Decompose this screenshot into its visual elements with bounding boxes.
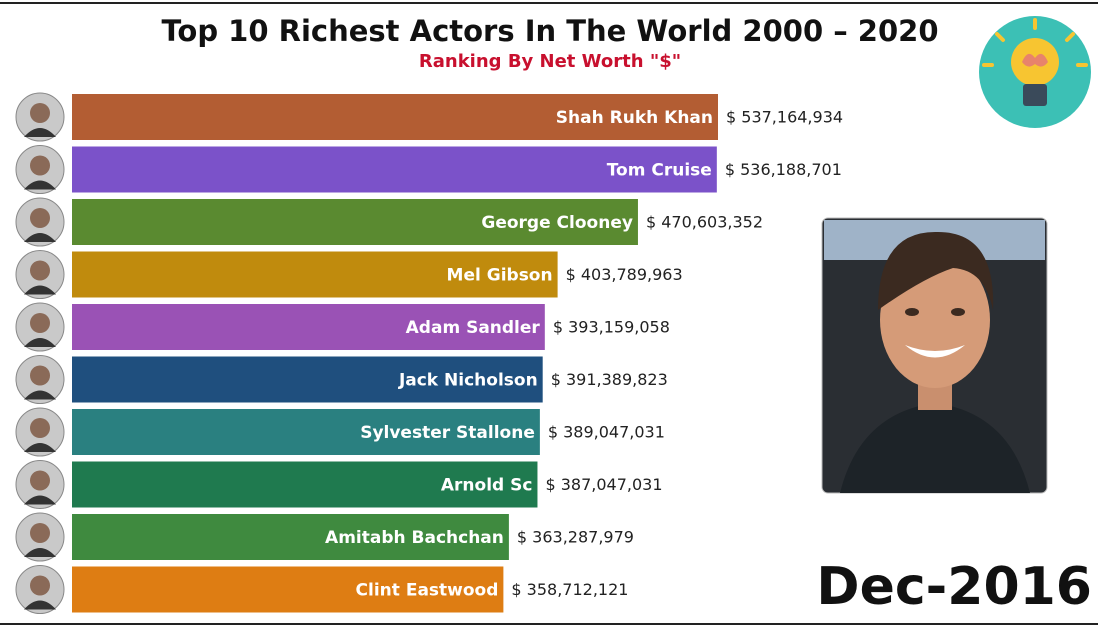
bar-name-label: Adam Sandler [406,318,541,338]
avatar-face [30,470,50,491]
value-label: $ 358,712,121 [511,580,628,599]
chart-subtitle: Ranking By Net Worth "$" [419,51,681,72]
bar [72,146,717,193]
value-label: $ 403,789,963 [566,265,683,284]
avatar-body [24,548,56,557]
bar-name-label: Amitabh Bachchan [325,528,504,548]
value-label: $ 393,159,058 [553,318,670,337]
avatar-face [30,103,50,123]
bar [72,566,504,613]
bar [72,94,718,140]
featured-photo [821,217,1048,494]
bar [72,304,545,350]
chart-title: Top 10 Richest Actors In The World 2000 … [161,14,938,48]
avatar-body [24,600,56,610]
avatar-body [24,338,56,347]
avatar-face [30,365,50,386]
bar-name-label: Shah Rukh Khan [556,108,713,128]
bar [72,251,558,298]
bar-name-label: George Clooney [481,213,633,233]
bar-name-label: Tom Cruise [607,161,712,181]
value-label: $ 470,603,352 [646,213,763,232]
bar [72,409,540,455]
bar [72,356,543,403]
value-label: $ 537,164,934 [726,108,843,127]
avatar-face [30,575,50,596]
value-label: $ 363,287,979 [517,528,634,547]
bar-name-label: Mel Gibson [447,266,553,286]
avatar-body [24,180,56,190]
bar-name-label: Sylvester Stallone [360,423,535,443]
bar [72,514,509,560]
avatar-face [30,313,50,333]
avatar-face [30,155,50,176]
logo [979,16,1091,128]
value-label: $ 391,389,823 [551,370,668,389]
avatar-face [30,523,50,543]
value-label: $ 389,047,031 [548,423,665,442]
avatar-body [24,443,56,452]
avatar-body [24,390,56,400]
value-label: $ 536,188,701 [725,160,842,179]
avatar-body [24,495,56,505]
bar [72,199,638,245]
avatar-face [30,208,50,228]
bar-name-label: Clint Eastwood [356,581,499,601]
bar-name-label: Jack Nicholson [398,371,538,391]
bar [72,461,538,508]
value-label: $ 387,047,031 [545,475,662,494]
date-label: Dec-2016 [816,557,1092,617]
avatar-face [30,418,50,438]
bar-name-label: Arnold Sc [441,476,533,496]
avatar-body [24,128,56,137]
avatar-body [24,285,56,295]
avatar-body [24,233,56,242]
avatar-face [30,260,50,281]
